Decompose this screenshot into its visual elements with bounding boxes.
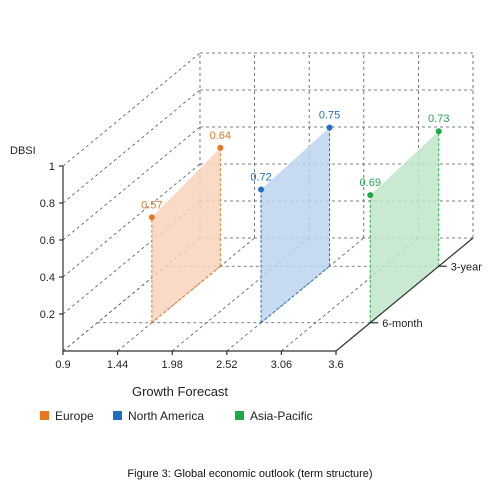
depth-axis-line [335, 237, 474, 352]
data-label: 0.57 [141, 199, 162, 211]
chart-axes: 0.2 0.4 0.6 0.8 1 0.9 1.44 1.98 2.52 3.06 3.6 6-mon… [40, 161, 483, 371]
y-tick-label: 0.4 [40, 272, 55, 284]
x-tick-label: 1.98 [161, 359, 182, 371]
data-point [326, 124, 333, 131]
chart-areas [151, 127, 440, 324]
data-point [217, 144, 224, 151]
y-tick-label: 0.2 [40, 309, 55, 321]
chart-grid [62, 52, 474, 352]
x-tick-label: 1.44 [107, 359, 128, 371]
data-label: 0.64 [210, 130, 231, 142]
y-tick-label: 0.6 [40, 235, 55, 247]
x-tick-label: 2.52 [216, 359, 237, 371]
x-axis-title: Growth Forecast [132, 384, 228, 399]
data-point [148, 214, 155, 221]
legend-label: Asia-Pacific [250, 409, 313, 423]
data-label: 0.75 [319, 110, 340, 122]
depth-tick-label: 6-month [382, 318, 422, 330]
x-tick-label: 3.06 [271, 359, 292, 371]
data-point [435, 128, 442, 135]
legend-swatch [235, 411, 244, 420]
legend: Europe North America Asia-Pacific [40, 409, 313, 423]
y-tick-label: 1 [49, 161, 55, 173]
chart-points: 0.57 0.64 0.72 0.75 0.69 0.73 [141, 110, 449, 221]
series-area [261, 127, 330, 323]
legend-swatch [113, 411, 122, 420]
depth-tick-label: 3-year [451, 261, 483, 273]
legend-swatch [40, 411, 49, 420]
y-tick-label: 0.8 [40, 198, 55, 210]
x-tick-label: 0.9 [55, 359, 70, 371]
series-area [370, 131, 439, 323]
data-point [258, 186, 265, 193]
data-label: 0.73 [428, 113, 449, 125]
grid-line [62, 52, 201, 167]
data-point [367, 192, 374, 199]
series-area [151, 147, 221, 323]
data-label: 0.72 [250, 172, 271, 184]
figure-caption: Figure 3: Global economic outlook (term … [127, 468, 373, 480]
y-axis-title: DBSI [10, 145, 36, 157]
legend-label: Europe [55, 409, 94, 423]
grid-line [62, 89, 201, 204]
legend-label: North America [128, 409, 204, 423]
data-label: 0.69 [360, 177, 381, 189]
x-tick-label: 3.6 [328, 359, 343, 371]
